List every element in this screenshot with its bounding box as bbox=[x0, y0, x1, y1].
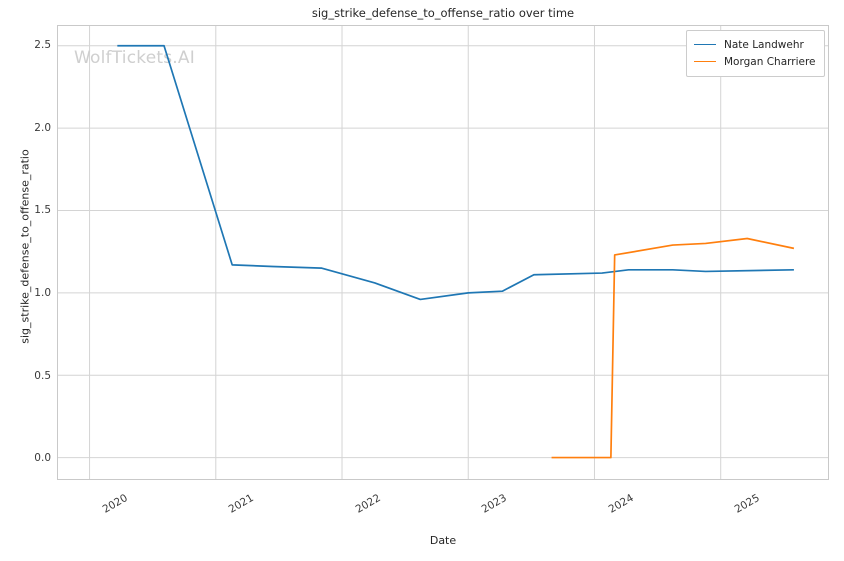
chart-legend: Nate Landwehr Morgan Charriere bbox=[686, 30, 825, 77]
y-tick-label: 2.0 bbox=[34, 121, 51, 134]
y-tick-label: 2.5 bbox=[34, 38, 51, 51]
legend-color-swatch bbox=[694, 44, 716, 45]
x-tick-label: 2022 bbox=[353, 492, 383, 516]
x-tick-label: 2025 bbox=[733, 492, 763, 516]
series-line-1 bbox=[551, 237, 795, 459]
legend-item[interactable]: Morgan Charriere bbox=[694, 53, 816, 70]
legend-color-swatch bbox=[694, 61, 716, 62]
chart-title: sig_strike_defense_to_offense_ratio over… bbox=[311, 6, 575, 20]
grid-lines bbox=[58, 26, 828, 479]
legend-label: Morgan Charriere bbox=[724, 55, 816, 68]
x-tick-label: 2023 bbox=[479, 492, 510, 516]
series-lines bbox=[117, 44, 795, 459]
y-tick-label: 1.5 bbox=[34, 204, 51, 217]
x-tick-label: 2021 bbox=[226, 492, 256, 516]
x-tick-label: 2020 bbox=[100, 492, 130, 516]
y-tick-label: 0.0 bbox=[34, 452, 51, 465]
legend-label: Nate Landwehr bbox=[724, 38, 804, 51]
x-tick-label: 2024 bbox=[606, 492, 636, 516]
x-axis-tick-labels: 2020 2021 2022 2023 2024 2025 bbox=[0, 486, 844, 526]
legend-item[interactable]: Nate Landwehr bbox=[694, 36, 816, 53]
series-line-0 bbox=[117, 44, 794, 301]
plot-area: WolfTickets.AI bbox=[57, 25, 829, 480]
x-axis-label: Date bbox=[429, 534, 457, 547]
y-axis-tick-labels: 0.0 0.5 1.0 1.5 2.0 2.5 bbox=[0, 25, 51, 480]
y-tick-label: 1.0 bbox=[34, 287, 51, 300]
y-tick-label: 0.5 bbox=[34, 369, 51, 382]
